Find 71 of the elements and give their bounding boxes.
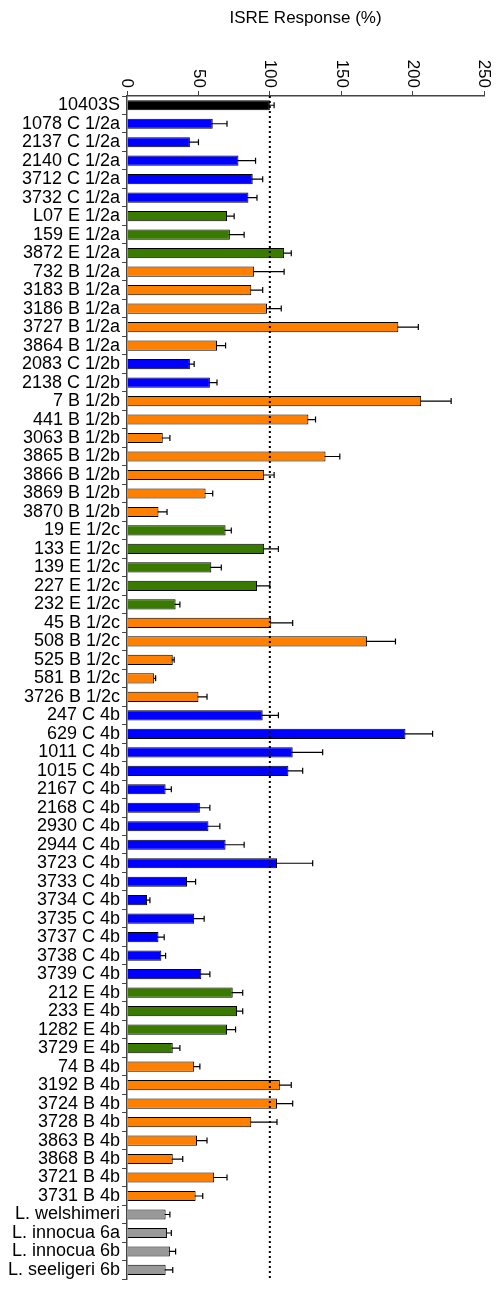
x-tick-label: 0 xyxy=(118,78,138,88)
y-tick-label: 1011 C 4b xyxy=(38,741,121,762)
y-tick-label: 2168 C 4b xyxy=(36,796,121,817)
y-tick-label: 3868 B 4b xyxy=(37,1148,121,1168)
y-tick-label: 2930 C 4b xyxy=(36,815,121,836)
y-tick-label: 2167 C 4b xyxy=(36,778,121,799)
y-tick-label: 3727 B 1/2a xyxy=(22,316,122,337)
y-tick-label: 508 B 1/2c xyxy=(34,630,121,651)
y-tick-label: 212 E 4b xyxy=(48,981,121,1002)
y-tick-label: 2083 C 1/2b xyxy=(21,353,121,374)
y-tick-label: 3872 E 1/2a xyxy=(22,242,122,263)
y-tick-label: 1015 C 4b xyxy=(36,759,121,780)
y-tick-label: 629 C 4b xyxy=(47,722,121,743)
y-tick-label: 441 B 1/2b xyxy=(32,408,121,429)
x-axis-title: ISRE Response (%) xyxy=(229,7,382,27)
y-tick-label: 3733 C 4b xyxy=(36,870,121,891)
y-tick-label: 7 B 1/2b xyxy=(53,390,121,411)
y-tick-label: 3863 B 4b xyxy=(37,1129,121,1150)
y-tick-label: 3738 C 4b xyxy=(36,944,121,965)
y-tick-label: 525 B 1/2c xyxy=(34,648,121,669)
y-tick-label: 3183 B 1/2a xyxy=(22,279,122,300)
y-tick-label: 247 C 4b xyxy=(47,704,121,725)
y-tick-label: 3732 C 1/2a xyxy=(21,186,122,207)
y-tick-label: 2137 C 1/2a xyxy=(21,131,122,152)
y-tick-label: 19 E 1/2c xyxy=(44,519,121,540)
y-tick-label: L. welshimeri xyxy=(15,1203,121,1224)
y-tick-label: 232 E 1/2c xyxy=(34,593,121,614)
y-tick-label: 2138 C 1/2b xyxy=(21,371,121,392)
y-tick-label: 3192 B 4b xyxy=(37,1074,121,1095)
y-tick-label: 2944 C 4b xyxy=(36,833,121,854)
y-tick-label: 3865 B 1/2b xyxy=(22,445,121,466)
y-tick-label: 3186 B 1/2a xyxy=(22,297,122,318)
y-tick-label: 74 B 4b xyxy=(58,1055,121,1076)
y-tick-label: L07 E 1/2a xyxy=(32,205,122,226)
y-tick-label: 581 B 1/2c xyxy=(34,667,121,688)
x-tick-label: 50 xyxy=(189,69,209,88)
y-tick-label: 3734 C 4b xyxy=(36,889,121,910)
x-tick-label: 200 xyxy=(403,59,423,88)
y-tick-label: L. seeligeri 6b xyxy=(7,1258,121,1279)
y-tick-label: 3869 B 1/2b xyxy=(22,482,121,503)
y-tick-label: 732 B 1/2a xyxy=(32,260,122,281)
y-tick-label: 3735 C 4b xyxy=(36,907,121,928)
y-tick-label: 10403S xyxy=(58,94,121,115)
x-tick-label: 250 xyxy=(475,59,495,88)
y-tick-label: 3739 C 4b xyxy=(36,963,121,984)
y-tick-label: 1282 E 4b xyxy=(37,1018,121,1039)
y-tick-label: 3712 C 1/2a xyxy=(21,168,122,189)
y-tick-label: 227 E 1/2c xyxy=(34,574,121,595)
y-tick-label: 3866 B 1/2b xyxy=(22,463,121,484)
y-tick-label: 3728 B 4b xyxy=(37,1111,121,1132)
x-tick-label: 150 xyxy=(332,59,352,88)
y-tick-label: 2140 C 1/2a xyxy=(21,149,122,170)
x-tick-label: 100 xyxy=(261,59,281,88)
y-tick-label: 3723 C 4b xyxy=(36,852,121,873)
y-tick-label: 233 E 4b xyxy=(48,1000,121,1021)
y-tick-label: L. innocua 6a xyxy=(11,1221,122,1242)
y-tick-label: 3724 B 4b xyxy=(37,1092,121,1113)
y-tick-label: L. innocua 6b xyxy=(11,1240,121,1261)
y-tick-label: 3870 B 1/2b xyxy=(22,500,121,521)
y-tick-label: 3737 C 4b xyxy=(36,926,121,947)
y-tick-label: 3063 B 1/2b xyxy=(22,426,121,447)
y-tick-label: 45 B 1/2c xyxy=(44,611,121,632)
y-tick-label: 159 E 1/2a xyxy=(32,223,122,244)
y-tick-label: 139 E 1/2c xyxy=(34,556,121,577)
y-tick-label: 3729 E 4b xyxy=(37,1037,121,1058)
y-tick-label: 3721 B 4b xyxy=(37,1166,121,1187)
y-tick-label: 3731 B 4b xyxy=(37,1184,121,1205)
y-tick-label: 3864 B 1/2a xyxy=(22,334,122,355)
y-tick-label: 133 E 1/2c xyxy=(34,537,121,558)
y-tick-label: 1078 C 1/2a xyxy=(21,112,122,133)
y-tick-label: 3726 B 1/2c xyxy=(23,685,121,706)
